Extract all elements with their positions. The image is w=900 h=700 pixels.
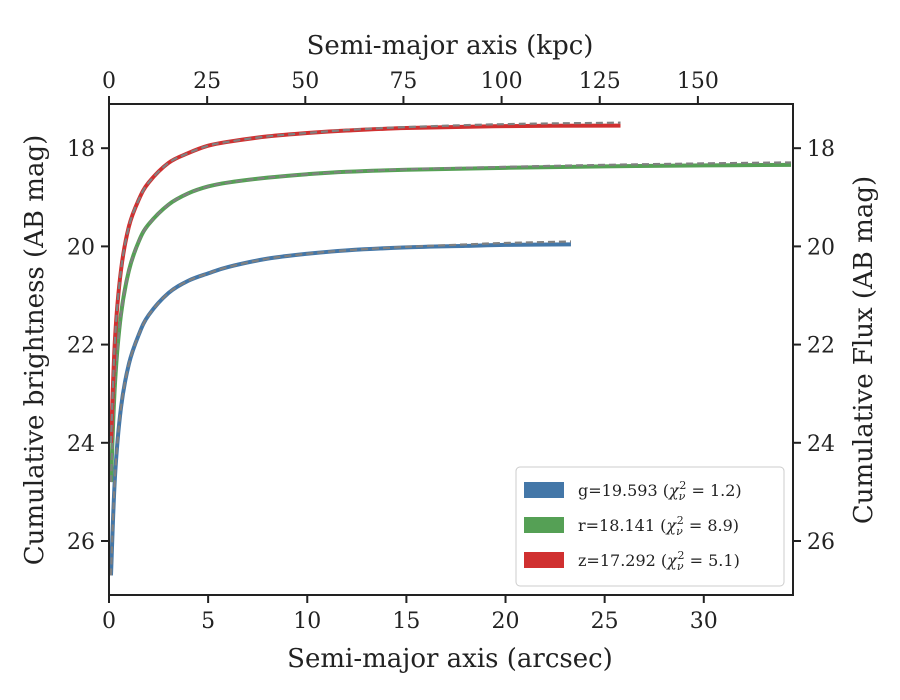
plot-frame bbox=[108, 103, 794, 596]
series-z-line bbox=[109, 123, 621, 443]
x-tick-label-bottom: 0 bbox=[102, 609, 116, 634]
legend-label-1: r=18.141 (χν2 = 8.9) bbox=[578, 514, 739, 538]
legend-swatch-2 bbox=[524, 552, 564, 568]
x-tick-label-top: 150 bbox=[677, 69, 719, 94]
y-axis-title-right: Cumulative Flux (AB mag) bbox=[849, 176, 879, 524]
y-tick-label-left: 20 bbox=[67, 235, 95, 260]
x-tick-label-bottom: 10 bbox=[293, 609, 321, 634]
y-tick-label-right: 22 bbox=[807, 334, 835, 359]
legend-label-0: g=19.593 (χν2 = 1.2) bbox=[578, 479, 742, 503]
legend: g=19.593 (χν2 = 1.2) r=18.141 (χν2 = 8.9)… bbox=[515, 466, 785, 587]
y-tick-label-left: 26 bbox=[67, 530, 95, 555]
y-tick-label-right: 24 bbox=[807, 432, 835, 457]
series-z-model-line bbox=[109, 121, 621, 443]
x-tick-label-bottom: 25 bbox=[591, 609, 619, 634]
y-tick-label-right: 18 bbox=[807, 137, 835, 162]
series-r-model-line bbox=[109, 161, 792, 483]
x-tick-label-bottom: 15 bbox=[392, 609, 420, 634]
x-tick-label-top: 75 bbox=[389, 69, 417, 94]
x-tick-label-top: 100 bbox=[481, 69, 523, 94]
x-tick-label-top: 0 bbox=[102, 69, 116, 94]
legend-box bbox=[515, 466, 785, 587]
series-g-model-line bbox=[109, 240, 571, 576]
x-tick-label-bottom: 5 bbox=[201, 609, 215, 634]
y-tick-label-left: 24 bbox=[67, 432, 95, 457]
x-axis-title-top: Semi-major axis (kpc) bbox=[307, 31, 594, 61]
legend-label-2: z=17.292 (χν2 = 5.1) bbox=[578, 549, 740, 573]
y-tick-label-right: 26 bbox=[807, 530, 835, 555]
y-tick-label-left: 18 bbox=[67, 137, 95, 162]
legend-swatch-1 bbox=[524, 517, 564, 533]
legend-swatch-0 bbox=[524, 482, 564, 498]
x-tick-label-top: 25 bbox=[193, 69, 221, 94]
axes-layer: 0 5 10 15 20 25 30 0 25 50 75 100 125 150 18 18 20 20 22 22… bbox=[67, 69, 835, 634]
series-g-line bbox=[109, 242, 571, 576]
x-tick-label-top: 125 bbox=[579, 69, 621, 94]
x-tick-label-bottom: 20 bbox=[492, 609, 520, 634]
series-r-line bbox=[109, 162, 792, 483]
x-tick-label-bottom: 30 bbox=[690, 609, 718, 634]
x-tick-label-top: 50 bbox=[291, 69, 319, 94]
series-layer bbox=[109, 121, 792, 576]
y-tick-label-left: 22 bbox=[67, 334, 95, 359]
y-tick-label-right: 20 bbox=[807, 235, 835, 260]
y-axis-title-left: Cumulative brightness (AB mag) bbox=[20, 135, 50, 566]
x-axis-title-bottom: Semi-major axis (arcsec) bbox=[287, 644, 613, 674]
